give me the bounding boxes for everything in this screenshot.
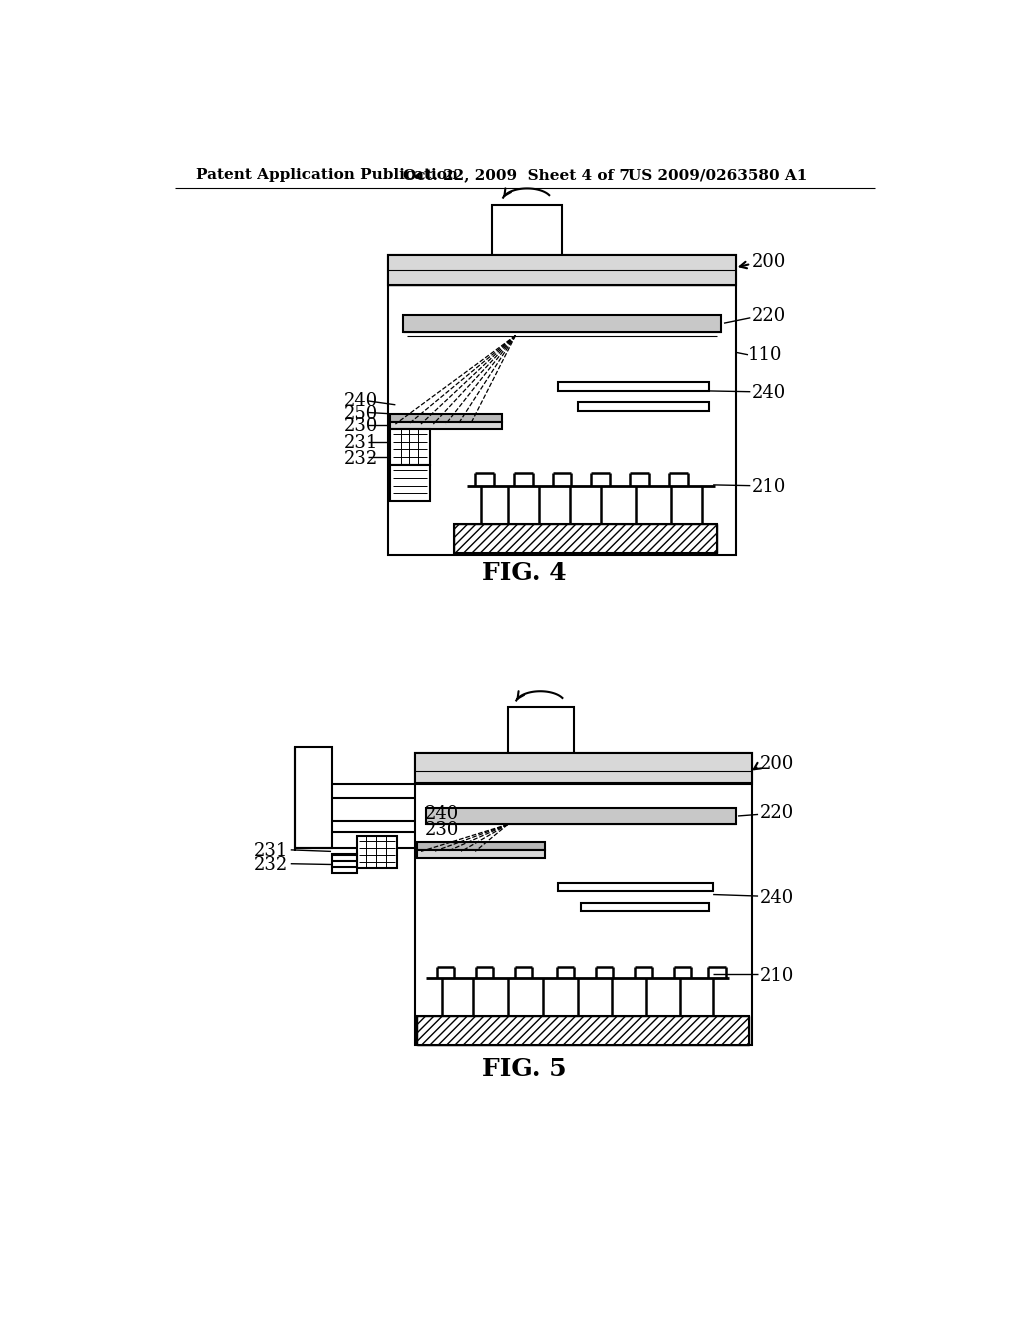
Bar	[454, 524, 717, 553]
Bar	[578, 403, 710, 411]
Bar	[390, 465, 430, 502]
Bar	[558, 883, 713, 891]
Bar	[454, 524, 717, 553]
Text: 240: 240	[343, 392, 378, 411]
Text: 220: 220	[760, 804, 794, 822]
Text: 230: 230	[343, 417, 378, 436]
Text: 231: 231	[254, 842, 288, 861]
Bar	[558, 383, 710, 391]
Bar	[403, 314, 721, 331]
Bar	[332, 854, 356, 873]
Text: Oct. 22, 2009  Sheet 4 of 7: Oct. 22, 2009 Sheet 4 of 7	[403, 169, 630, 182]
Bar	[417, 1016, 749, 1045]
Bar	[426, 808, 736, 825]
Bar	[582, 903, 710, 911]
Text: FIG. 5: FIG. 5	[482, 1056, 567, 1081]
Bar	[415, 752, 752, 784]
Bar	[415, 752, 752, 1045]
Text: 232: 232	[254, 857, 288, 874]
Bar	[417, 842, 545, 850]
Text: 110: 110	[748, 346, 782, 364]
Text: Patent Application Publication: Patent Application Publication	[197, 169, 458, 182]
Bar	[390, 429, 430, 465]
Text: 250: 250	[343, 405, 378, 422]
Text: 232: 232	[343, 450, 378, 467]
Text: 230: 230	[425, 821, 459, 838]
Text: 200: 200	[752, 253, 786, 272]
Bar	[390, 414, 503, 422]
Bar	[356, 836, 397, 869]
Text: FIG. 4: FIG. 4	[482, 561, 567, 585]
Text: 220: 220	[752, 308, 786, 325]
Bar	[417, 850, 545, 858]
Bar	[388, 255, 736, 285]
Text: US 2009/0263580 A1: US 2009/0263580 A1	[628, 169, 807, 182]
Bar	[388, 255, 736, 554]
Bar	[508, 706, 573, 752]
Bar	[493, 205, 562, 255]
Text: 240: 240	[752, 384, 786, 403]
Text: 240: 240	[425, 805, 459, 824]
Text: 210: 210	[752, 478, 786, 496]
Text: 231: 231	[343, 434, 378, 453]
Text: 200: 200	[760, 755, 794, 774]
Text: 240: 240	[760, 888, 794, 907]
Bar	[417, 1016, 749, 1045]
Text: 210: 210	[760, 968, 794, 985]
Bar	[295, 747, 332, 847]
Bar	[390, 422, 503, 429]
